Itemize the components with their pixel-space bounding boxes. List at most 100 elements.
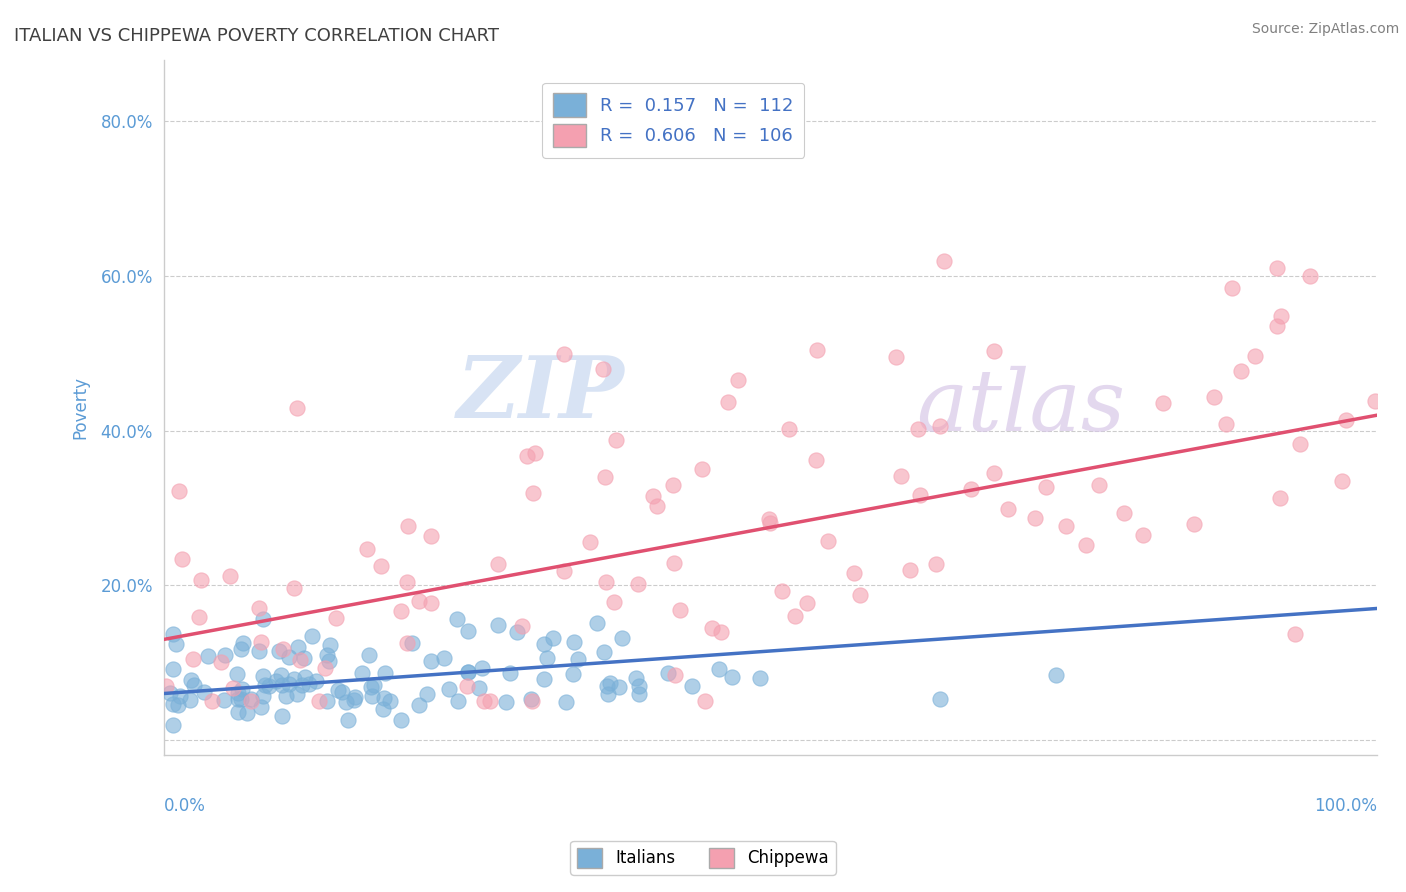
Point bbox=[900, 563, 922, 577]
Point bbox=[350, 666, 373, 681]
Point bbox=[305, 673, 328, 688]
Point bbox=[278, 677, 301, 691]
Point bbox=[758, 511, 780, 525]
Point bbox=[806, 452, 828, 467]
Point bbox=[1024, 511, 1046, 525]
Point bbox=[373, 690, 395, 705]
Point bbox=[252, 689, 274, 703]
Point bbox=[336, 714, 359, 728]
Point bbox=[603, 594, 626, 608]
Point bbox=[495, 695, 517, 709]
Point bbox=[522, 486, 544, 500]
Point bbox=[1330, 474, 1353, 488]
Text: atlas: atlas bbox=[915, 366, 1125, 449]
Point bbox=[361, 690, 384, 704]
Point bbox=[201, 694, 224, 708]
Point bbox=[162, 718, 184, 732]
Point bbox=[692, 461, 714, 475]
Point bbox=[252, 669, 274, 683]
Point bbox=[641, 489, 664, 503]
Point bbox=[520, 692, 543, 706]
Point bbox=[599, 676, 621, 690]
Point bbox=[342, 693, 364, 707]
Point bbox=[226, 666, 249, 681]
Point bbox=[595, 679, 617, 693]
Point bbox=[645, 499, 668, 513]
Point bbox=[908, 488, 931, 502]
Point bbox=[226, 692, 249, 706]
Point bbox=[231, 681, 253, 696]
Point bbox=[468, 681, 491, 695]
Point bbox=[524, 446, 547, 460]
Point bbox=[626, 577, 648, 591]
Point bbox=[316, 693, 339, 707]
Point bbox=[1267, 319, 1289, 334]
Point bbox=[270, 667, 292, 681]
Point bbox=[294, 670, 316, 684]
Point bbox=[389, 713, 412, 727]
Text: ZIP: ZIP bbox=[457, 351, 624, 435]
Point bbox=[212, 693, 235, 707]
Point bbox=[592, 361, 614, 376]
Point bbox=[446, 612, 468, 626]
Point bbox=[727, 373, 749, 387]
Point bbox=[319, 638, 342, 652]
Point bbox=[595, 575, 617, 590]
Point bbox=[420, 596, 443, 610]
Point bbox=[607, 680, 630, 694]
Text: 100.0%: 100.0% bbox=[1315, 797, 1376, 815]
Point bbox=[437, 682, 460, 697]
Point bbox=[627, 687, 650, 701]
Point bbox=[662, 556, 685, 570]
Point bbox=[447, 694, 470, 708]
Point bbox=[681, 679, 703, 693]
Point bbox=[190, 574, 212, 588]
Point bbox=[222, 681, 245, 696]
Point bbox=[229, 642, 252, 657]
Point bbox=[232, 636, 254, 650]
Point bbox=[277, 649, 299, 664]
Point bbox=[554, 694, 576, 708]
Point bbox=[627, 679, 650, 693]
Point bbox=[252, 612, 274, 626]
Point bbox=[343, 690, 366, 704]
Text: Source: ZipAtlas.com: Source: ZipAtlas.com bbox=[1251, 22, 1399, 37]
Point bbox=[849, 588, 872, 602]
Point bbox=[884, 351, 907, 365]
Point bbox=[1244, 350, 1267, 364]
Point bbox=[249, 643, 271, 657]
Point bbox=[169, 689, 191, 703]
Point bbox=[657, 666, 679, 681]
Point bbox=[172, 552, 194, 566]
Point bbox=[457, 665, 479, 679]
Point bbox=[214, 648, 236, 663]
Point bbox=[1230, 364, 1253, 378]
Point bbox=[165, 637, 187, 651]
Point bbox=[1035, 480, 1057, 494]
Point bbox=[356, 541, 378, 556]
Point bbox=[536, 651, 558, 665]
Point bbox=[457, 624, 479, 639]
Point bbox=[162, 627, 184, 641]
Point bbox=[693, 694, 716, 708]
Point bbox=[267, 644, 290, 658]
Point bbox=[1114, 506, 1136, 520]
Point bbox=[562, 635, 585, 649]
Point bbox=[929, 691, 952, 706]
Point bbox=[419, 654, 441, 668]
Text: 0.0%: 0.0% bbox=[165, 797, 205, 815]
Point bbox=[522, 694, 544, 708]
Point bbox=[1202, 390, 1225, 404]
Point bbox=[226, 705, 249, 719]
Point bbox=[180, 673, 202, 688]
Point bbox=[925, 557, 948, 571]
Point bbox=[433, 651, 456, 665]
Point bbox=[188, 609, 211, 624]
Point bbox=[287, 640, 309, 654]
Point bbox=[579, 535, 602, 549]
Point bbox=[159, 685, 181, 699]
Point bbox=[1220, 281, 1243, 295]
Point bbox=[770, 584, 793, 599]
Point bbox=[226, 686, 249, 700]
Point bbox=[541, 631, 564, 645]
